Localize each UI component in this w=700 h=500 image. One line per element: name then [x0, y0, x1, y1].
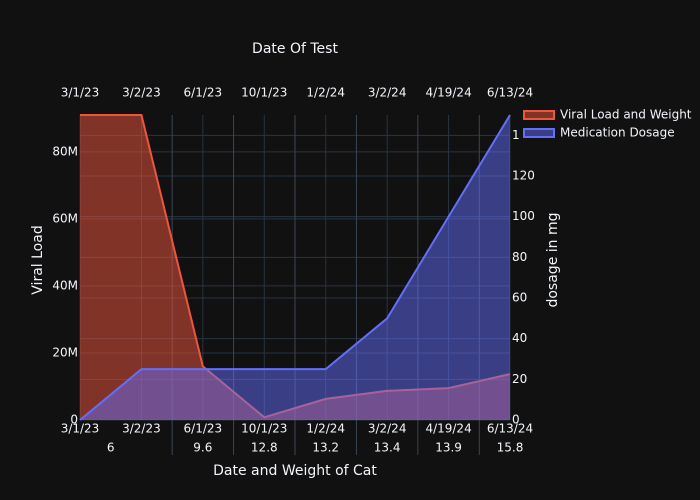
legend-label: Viral Load and Weight: [560, 108, 692, 122]
y2-tick-label: 100: [512, 209, 535, 223]
y2-tick-label: 60: [512, 291, 527, 305]
x2-tick-label: 6/1/23: [184, 86, 223, 100]
x-group-label: 13.9: [435, 441, 462, 455]
area-fill: [80, 115, 510, 420]
x2-tick-label: 3/2/23: [122, 86, 161, 100]
y-axis-title: Viral Load: [30, 225, 46, 294]
x-tick-label: 6/1/23: [184, 422, 223, 436]
x-tick-label: 1/2/24: [306, 422, 345, 436]
y2-tick-label: 120: [512, 169, 535, 183]
x2-tick-label: 3/2/24: [368, 86, 407, 100]
x2-tick-label: 1/2/24: [306, 86, 345, 100]
x-tick-label: 3/1/23: [61, 422, 100, 436]
x-axis-title: Date and Weight of Cat: [213, 463, 377, 479]
x-tick-label: 6/13/24: [487, 422, 533, 436]
y2-tick-label: 40: [512, 331, 527, 345]
x2-tick-label: 4/19/24: [425, 86, 471, 100]
x-group-label: 6: [107, 441, 115, 455]
x2-tick-label: 3/1/23: [61, 86, 100, 100]
x-group-label: 13.4: [374, 441, 401, 455]
x-group-label: 13.2: [312, 441, 339, 455]
y-tick-label: 0: [70, 413, 78, 427]
y-tick-label: 20M: [52, 345, 78, 359]
y2-tick-label: 80: [512, 250, 527, 264]
y-tick-label: 60M: [52, 211, 78, 225]
y-tick-label: 40M: [52, 278, 78, 292]
y2-tick-label: 20: [512, 372, 527, 386]
legend-swatch: [523, 110, 555, 120]
x-tick-label: 3/2/23: [122, 422, 161, 436]
legend-label: Medication Dosage: [560, 126, 675, 140]
x2-tick-label: 10/1/23: [241, 86, 287, 100]
x-tick-label: 4/19/24: [425, 422, 471, 436]
area-fill: [80, 115, 510, 420]
legend-swatch: [523, 128, 555, 138]
x-tick-label: 10/1/23: [241, 422, 287, 436]
y2-axis-title: dosage in mg: [545, 212, 561, 307]
x-group-label: 12.8: [251, 441, 278, 455]
x-tick-label: 3/2/24: [368, 422, 407, 436]
chart-title: Date Of Test: [252, 41, 338, 57]
y2-tick-label: 0: [512, 413, 520, 427]
line: [79, 114, 511, 421]
x-group-label: 15.8: [497, 441, 524, 455]
y-tick-label: 80M: [52, 144, 78, 158]
x-group-label: 9.6: [193, 441, 212, 455]
x2-tick-label: 6/13/24: [487, 86, 533, 100]
